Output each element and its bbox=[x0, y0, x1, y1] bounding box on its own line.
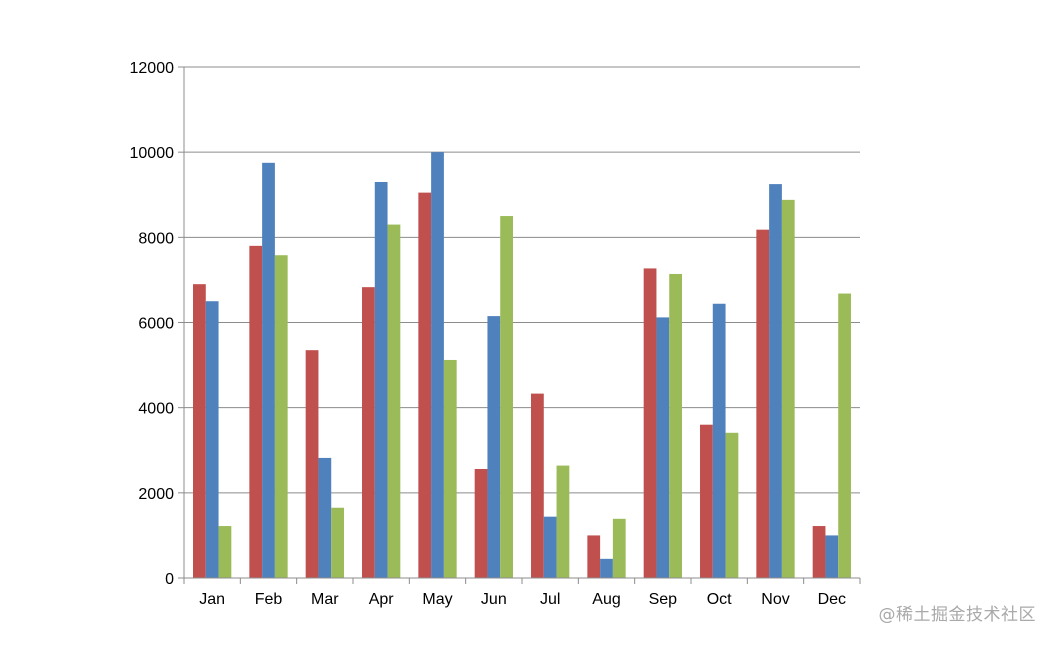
bar-jan-series2 bbox=[206, 301, 219, 578]
y-tick-label: 0 bbox=[165, 571, 174, 588]
y-tick-label: 10000 bbox=[130, 145, 175, 162]
x-tick-label: Jun bbox=[481, 591, 507, 608]
x-tick-labels: Jan Feb Mar Apr May Jun Jul Aug Sep Oct Nov Dec bbox=[199, 591, 846, 608]
bar-jul-series3 bbox=[557, 466, 570, 578]
bar-mar-series3 bbox=[331, 508, 344, 578]
watermark-text: @稀土掘金技术社区 bbox=[879, 600, 1037, 625]
bar-jun-series2 bbox=[487, 316, 500, 578]
x-tick-label: Oct bbox=[707, 591, 732, 608]
bar-jun-series3 bbox=[500, 216, 513, 578]
bar-dec-series3 bbox=[838, 294, 851, 578]
x-tick-label: Feb bbox=[255, 591, 283, 608]
bars bbox=[193, 152, 851, 578]
bar-jul-series1 bbox=[531, 394, 544, 578]
x-tick-label: Dec bbox=[818, 591, 846, 608]
x-tick-label: Apr bbox=[369, 591, 395, 608]
bar-aug-series3 bbox=[613, 519, 626, 578]
bar-aug-series1 bbox=[587, 535, 600, 578]
y-tick-label: 8000 bbox=[138, 230, 174, 247]
bar-nov-series3 bbox=[782, 200, 795, 578]
bar-mar-series2 bbox=[318, 458, 331, 578]
bar-apr-series3 bbox=[388, 225, 401, 578]
y-tick-label: 6000 bbox=[138, 316, 174, 333]
bar-may-series3 bbox=[444, 360, 457, 578]
bar-sep-series2 bbox=[656, 317, 669, 578]
bar-oct-series2 bbox=[713, 304, 726, 578]
y-tick-labels: 0 2000 4000 6000 8000 10000 12000 bbox=[130, 60, 175, 588]
bar-feb-series2 bbox=[262, 163, 275, 578]
bar-feb-series1 bbox=[249, 246, 262, 578]
y-tick-label: 4000 bbox=[138, 401, 174, 418]
bar-oct-series1 bbox=[700, 425, 713, 578]
bar-jun-series1 bbox=[475, 469, 488, 578]
x-tick-label: Aug bbox=[592, 591, 620, 608]
bar-feb-series3 bbox=[275, 255, 288, 578]
x-tick-label: Nov bbox=[761, 591, 789, 608]
bar-mar-series1 bbox=[306, 350, 319, 578]
x-tick-label: Jan bbox=[199, 591, 225, 608]
x-tick-label: Jul bbox=[540, 591, 560, 608]
bar-dec-series1 bbox=[813, 526, 826, 578]
bar-jul-series2 bbox=[544, 517, 557, 578]
bar-sep-series1 bbox=[644, 268, 657, 578]
bar-nov-series1 bbox=[756, 230, 769, 578]
bar-apr-series2 bbox=[375, 182, 388, 578]
bar-may-series1 bbox=[418, 193, 431, 578]
x-tick-label: Mar bbox=[311, 591, 339, 608]
x-tick-label: May bbox=[422, 591, 452, 608]
y-tick-label: 12000 bbox=[130, 60, 175, 77]
bar-apr-series1 bbox=[362, 287, 375, 578]
bar-nov-series2 bbox=[769, 184, 782, 578]
x-tick-label: Sep bbox=[649, 591, 678, 608]
y-tick-label: 2000 bbox=[138, 486, 174, 503]
bar-dec-series2 bbox=[825, 535, 838, 578]
bar-oct-series3 bbox=[726, 433, 739, 578]
bar-aug-series2 bbox=[600, 559, 613, 578]
bar-jan-series1 bbox=[193, 284, 206, 578]
bar-may-series2 bbox=[431, 152, 444, 578]
bar-sep-series3 bbox=[669, 274, 682, 578]
bar-jan-series3 bbox=[219, 526, 232, 578]
